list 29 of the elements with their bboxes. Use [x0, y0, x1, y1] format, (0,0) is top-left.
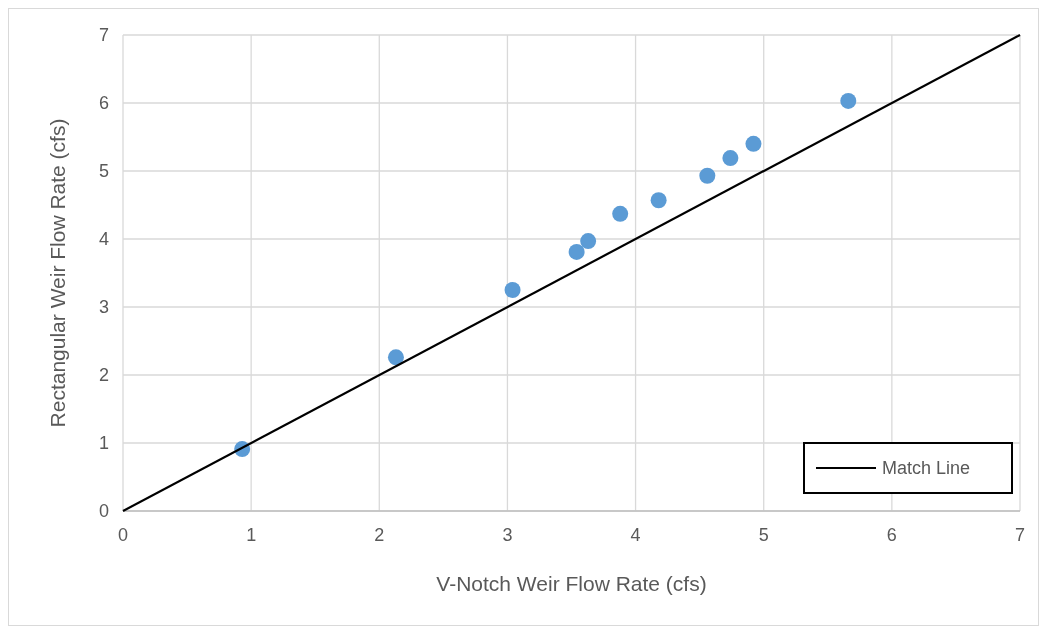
point — [840, 92, 857, 109]
y-tick-label: 4 — [98, 229, 109, 250]
point — [387, 349, 404, 366]
x-tick-label: 1 — [246, 525, 257, 545]
x-tick-label: 3 — [502, 525, 513, 545]
point — [745, 135, 762, 152]
x-tick-label: 0 — [117, 525, 129, 545]
y-tick-label: 1 — [98, 433, 109, 454]
x-tick-label: 4 — [630, 525, 641, 545]
x-axis-title: V-Notch Weir Flow Rate (cfs) — [436, 572, 707, 595]
point — [699, 167, 716, 184]
y-tick-label: 7 — [98, 25, 109, 46]
point — [650, 192, 667, 209]
y-tick-label: 6 — [98, 93, 109, 114]
x-tick-label: 7 — [1014, 525, 1026, 545]
y-tick-label: 5 — [98, 161, 109, 182]
point — [568, 243, 585, 260]
x-tick-label: 2 — [374, 525, 385, 545]
x-tick-label: 6 — [886, 525, 897, 545]
point — [612, 205, 629, 222]
x-tick-label: 5 — [758, 525, 769, 545]
legend-label: Match Line — [882, 458, 971, 479]
y-tick-label: 0 — [98, 501, 109, 522]
y-tick-label: 3 — [98, 297, 109, 318]
y-axis-title: Rectangular Weir Flow Rate (cfs) — [46, 118, 69, 428]
point — [722, 150, 739, 167]
point — [580, 233, 597, 250]
point — [504, 282, 521, 298]
y-tick-label: 2 — [98, 365, 109, 386]
